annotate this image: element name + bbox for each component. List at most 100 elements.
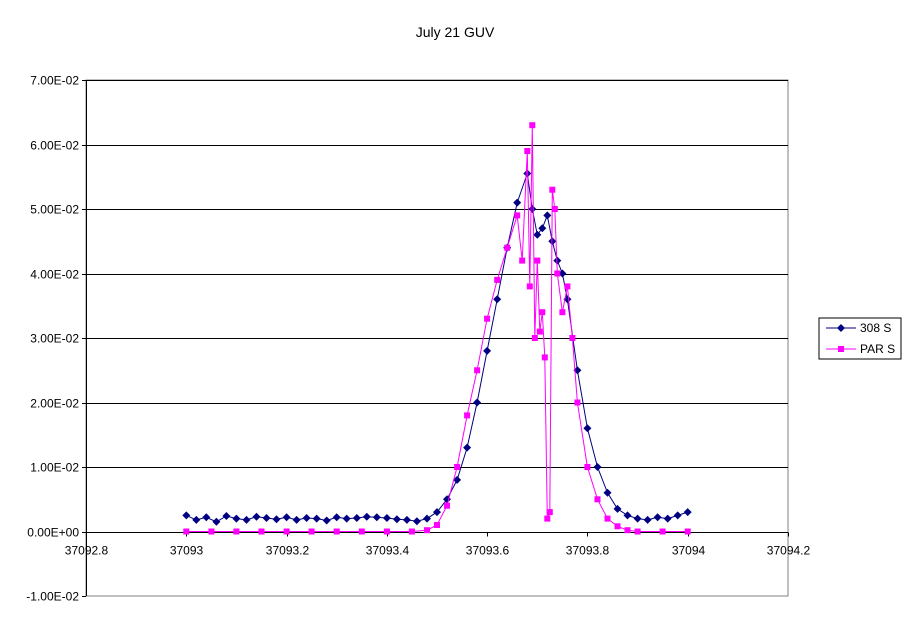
y-tick-label: 5.00E-02: [30, 203, 79, 217]
x-tick-label: 37093.4: [366, 544, 410, 558]
point-308-s: [643, 515, 652, 524]
x-tick-label: 37093.2: [266, 544, 310, 558]
point-par-s: [531, 335, 538, 341]
point-308-s: [202, 513, 211, 522]
point-308-s: [663, 514, 672, 523]
point-par-s: [634, 528, 641, 535]
chart-title: July 21 GUV: [416, 24, 495, 40]
point-par-s: [424, 527, 430, 534]
point-308-s: [633, 514, 642, 523]
y-tick-label: 6.00E-02: [30, 139, 79, 153]
point-308-s: [262, 514, 271, 522]
point-par-s: [559, 309, 566, 316]
point-par-s: [484, 315, 491, 322]
point-par-s: [494, 276, 501, 283]
x-tick-label: 37094: [672, 544, 706, 558]
point-par-s: [526, 283, 533, 290]
series-group: [182, 122, 692, 535]
point-par-s: [408, 528, 415, 535]
point-308-s: [352, 514, 361, 522]
point-308-s: [312, 514, 321, 523]
point-308-s: [483, 346, 492, 355]
point-308-s: [292, 515, 301, 524]
point-308-s: [583, 424, 592, 433]
legend-box: [818, 317, 902, 360]
point-par-s: [504, 244, 511, 251]
y-tick-label: 3.00E-02: [30, 332, 79, 346]
point-par-s: [233, 528, 240, 535]
point-308-s: [623, 511, 632, 520]
point-par-s: [594, 496, 601, 503]
point-par-s: [519, 257, 526, 264]
point-par-s: [549, 186, 556, 193]
point-308-s: [242, 515, 251, 524]
x-tick-label: 37093.8: [566, 544, 610, 558]
point-308-s: [543, 211, 552, 220]
point-par-s: [564, 283, 571, 290]
point-308-s: [423, 514, 431, 523]
point-par-s: [333, 528, 340, 535]
y-tick-label: 7.00E-02: [30, 74, 79, 88]
x-tick-label: 37094.2: [767, 544, 811, 558]
point-308-s: [322, 516, 331, 525]
point-par-s: [258, 528, 265, 535]
point-par-s: [283, 528, 290, 535]
point-308-s: [653, 513, 662, 522]
point-par-s: [541, 354, 548, 361]
point-par-s: [614, 523, 621, 530]
point-308-s: [402, 515, 411, 524]
point-par-s: [358, 528, 365, 535]
point-par-s: [536, 328, 543, 335]
point-par-s: [308, 528, 315, 535]
point-par-s: [546, 509, 553, 516]
legend-label-308-s: 308 S: [860, 321, 891, 335]
legend-marker-308-s: [837, 324, 845, 332]
point-308-s: [302, 514, 311, 522]
point-par-s: [569, 335, 576, 341]
point-par-s: [524, 148, 531, 154]
point-308-s: [372, 513, 381, 522]
point-par-s: [464, 412, 471, 419]
point-par-s: [383, 528, 390, 535]
point-308-s: [212, 517, 221, 526]
point-308-s: [453, 475, 462, 484]
legend-label-par-s: PAR S: [860, 342, 895, 356]
point-par-s: [208, 528, 215, 535]
point-308-s: [528, 205, 537, 213]
point-308-s: [473, 398, 482, 407]
point-308-s: [433, 508, 441, 517]
point-308-s: [613, 504, 622, 513]
legend-marker-par-s: [838, 346, 844, 352]
point-308-s: [412, 517, 421, 526]
point-308-s: [558, 269, 567, 278]
point-par-s: [574, 399, 581, 406]
x-tick-label: 37092.8: [65, 544, 109, 558]
y-tick-label: 2.00E-02: [30, 397, 79, 411]
point-308-s: [192, 515, 201, 524]
point-308-s: [332, 513, 341, 522]
point-308-s: [603, 488, 612, 497]
point-par-s: [454, 464, 461, 470]
point-par-s: [474, 367, 481, 374]
y-tick-label: 0.00E+00: [27, 526, 79, 540]
y-tick-label: -1.00E-02: [26, 590, 79, 604]
x-tick-label: 37093: [170, 544, 204, 558]
point-308-s: [222, 512, 231, 520]
point-par-s: [604, 515, 611, 522]
point-308-s: [342, 514, 351, 523]
point-par-s: [659, 528, 666, 535]
point-par-s: [584, 464, 591, 470]
point-308-s: [282, 513, 291, 522]
point-par-s: [444, 502, 450, 509]
point-308-s: [232, 514, 241, 523]
point-308-s: [513, 198, 522, 207]
point-308-s: [533, 230, 542, 239]
y-tick-label: 1.00E-02: [30, 461, 79, 475]
point-par-s: [624, 527, 631, 534]
point-par-s: [544, 515, 551, 522]
point-308-s: [593, 463, 602, 471]
point-par-s: [684, 528, 691, 535]
point-308-s: [382, 514, 391, 522]
series-line-par-s: [186, 125, 688, 532]
